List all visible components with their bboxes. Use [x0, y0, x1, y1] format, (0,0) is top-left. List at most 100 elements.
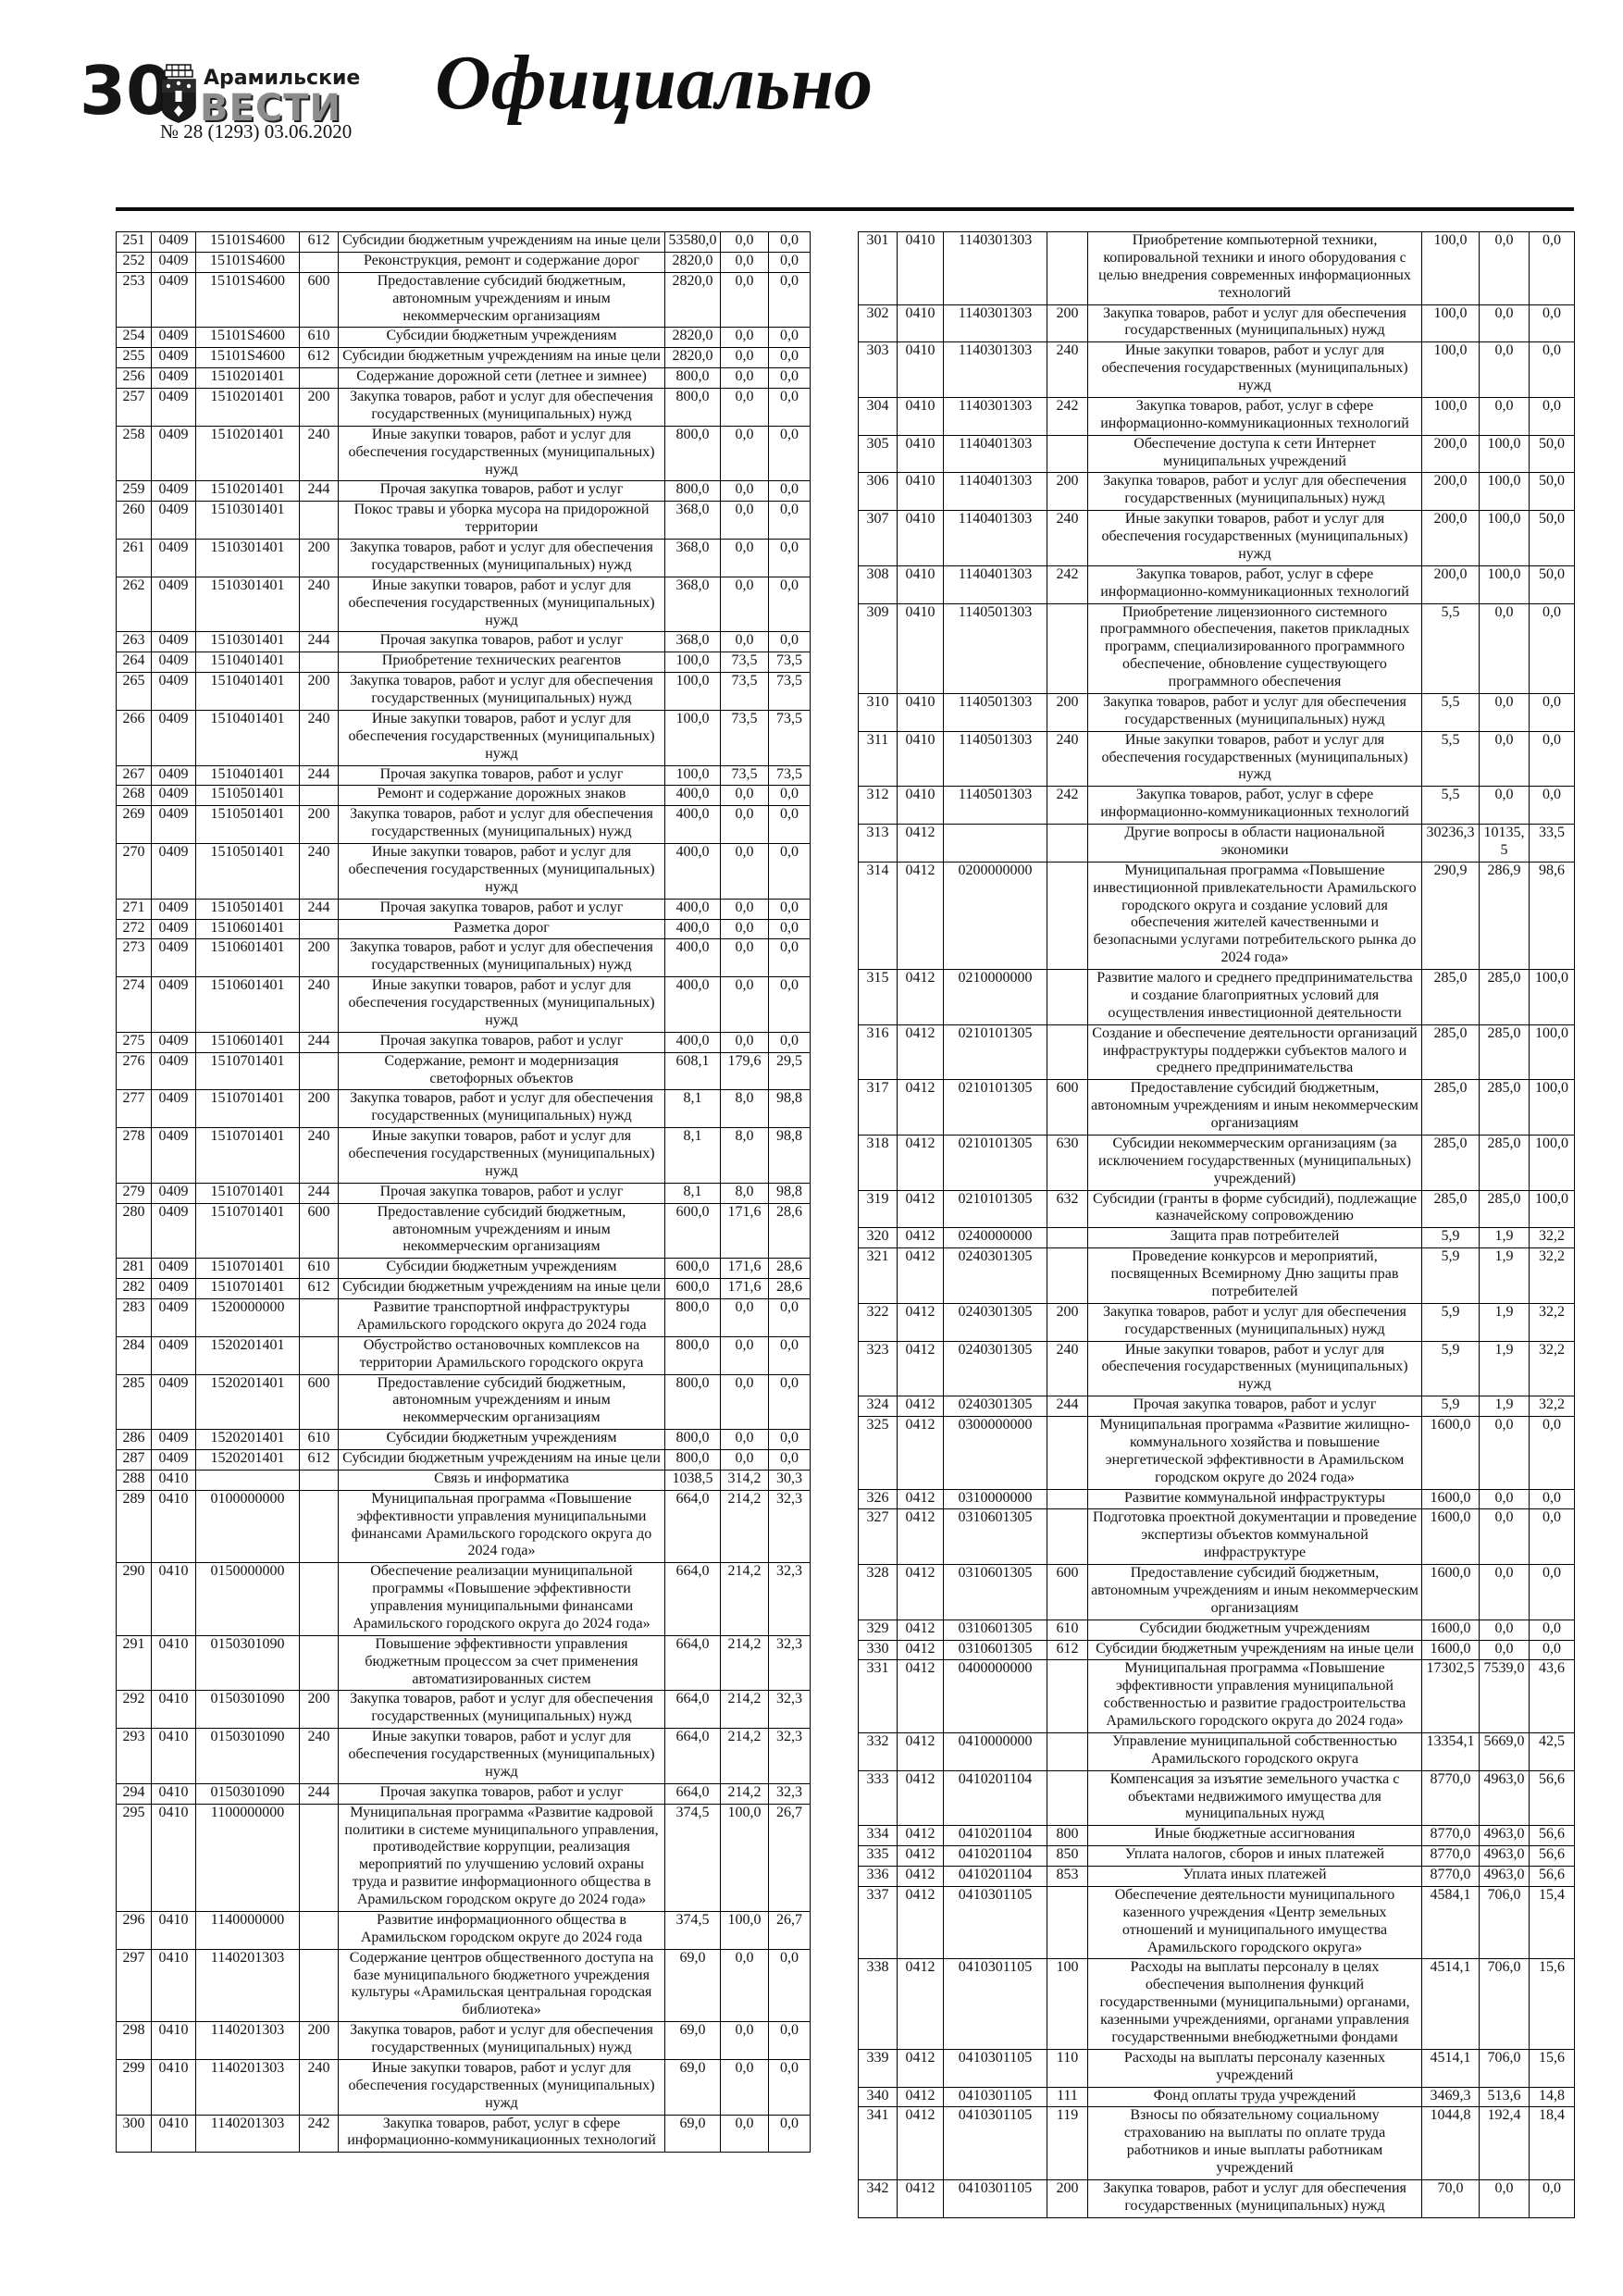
- masthead-title-bottom: ВЕСТИ: [200, 87, 341, 130]
- table-row: 271 0409 1510501401 244 Прочая закупка товар…: [116, 898, 811, 920]
- table-row: 307 0410 1140401303 240 Иные закупки товаров…: [858, 510, 1575, 566]
- table-row: 259 0409 1510201401 244 Прочая закупка товар…: [116, 480, 811, 503]
- table-row: 305 0410 1140401303 Обеспечение доступа к с…: [858, 434, 1575, 474]
- budget-table-right-container: 301 0410 1140301303 Приобретение компьютерн…: [858, 231, 1575, 2218]
- table-row: 289 0410 0100000000 Муниципальная программа…: [116, 1489, 811, 1564]
- table-row: 285 0409 1520201401 600 Предоставление субси…: [116, 1373, 811, 1431]
- table-row: 323 0412 0240301305 240 Иные закупки товаров…: [858, 1340, 1575, 1397]
- table-row: 263 0409 1510301401 244 Прочая закупка товар…: [116, 631, 811, 653]
- table-row: 329 0412 0310601305 610 Субсидии бюджетным у…: [858, 1619, 1575, 1641]
- table-row: 282 0409 1510701401 612 Субсидии бюджетным у…: [116, 1278, 811, 1299]
- table-row: 316 0412 0210101305 Создание и обеспечение …: [858, 1024, 1575, 1081]
- table-row: 334 0412 0410201104 800 Иные бюджетные ассиг…: [858, 1825, 1575, 1847]
- table-row: 325 0412 0300000000 Муниципальная программа…: [858, 1416, 1575, 1490]
- budget-table-left: 251 0409 15101S4600 612 Субсидии бюджетным у…: [116, 231, 811, 2153]
- table-row: 294 0410 0150301090 244 Прочая закупка товар…: [116, 1782, 811, 1805]
- table-row: 292 0410 0150301090 200 Закупка товаров, раб…: [116, 1690, 811, 1730]
- header-rule: [116, 207, 1574, 211]
- table-row: 253 0409 15101S4600 600 Предоставление субси…: [116, 271, 811, 329]
- table-row: 265 0409 1510401401 200 Закупка товаров, раб…: [116, 672, 811, 711]
- table-row: 311 0410 1140501303 240 Иные закупки товаров…: [858, 730, 1575, 788]
- table-row: 299 0410 1140201303 240 Иные закупки товаров…: [116, 2058, 811, 2116]
- table-row: 279 0409 1510701401 244 Прочая закупка товар…: [116, 1182, 811, 1204]
- table-row: 308 0410 1140401303 242 Закупка товаров, раб…: [858, 565, 1575, 604]
- table-row: 310 0410 1140501303 200 Закупка товаров, раб…: [858, 692, 1575, 732]
- table-row: 320 0412 0240000000 Защита прав потребителе…: [858, 1227, 1575, 1249]
- table-row: 293 0410 0150301090 240 Иные закупки товаров…: [116, 1728, 811, 1784]
- page-number: 30: [80, 52, 173, 130]
- table-row: 270 0409 1510501401 240 Иные закупки товаров…: [116, 843, 811, 900]
- table-row: 337 0412 0410301105 Обеспечение деятельност…: [858, 1885, 1575, 1960]
- table-row: 322 0412 0240301305 200 Закупка товаров, раб…: [858, 1302, 1575, 1342]
- table-row: 336 0412 0410201104 853 Уплата иных платежей…: [858, 1866, 1575, 1887]
- table-row: 315 0412 0210000000 Развитие малого и средн…: [858, 969, 1575, 1025]
- table-row: 306 0410 1140401303 200 Закупка товаров, раб…: [858, 472, 1575, 512]
- table-row: 269 0409 1510501401 200 Закупка товаров, раб…: [116, 805, 811, 844]
- table-row: 341 0412 0410301105 119 Взносы по обязательн…: [858, 2106, 1575, 2180]
- table-row: 277 0409 1510701401 200 Закупка товаров, раб…: [116, 1089, 811, 1129]
- table-row: 321 0412 0240301305 Проведение конкурсов и …: [858, 1247, 1575, 1304]
- table-row: 339 0412 0410301105 110 Расходы на выплаты п…: [858, 2048, 1575, 2088]
- table-row: 304 0410 1140301303 242 Закупка товаров, раб…: [858, 396, 1575, 436]
- table-row: 276 0409 1510701401 Содержание, ремонт и мо…: [116, 1051, 811, 1091]
- table-row: 338 0412 0410301105 100 Расходы на выплаты п…: [858, 1958, 1575, 2050]
- table-row: 274 0409 1510601401 240 Иные закупки товаров…: [116, 976, 811, 1033]
- table-row: 333 0412 0410201104 Компенсация за изъятие …: [858, 1769, 1575, 1827]
- table-row: 340 0412 0410301105 111 Фонд оплаты труда уч…: [858, 2086, 1575, 2108]
- table-row: 273 0409 1510601401 200 Закупка товаров, раб…: [116, 938, 811, 978]
- table-row: 260 0409 1510301401 Покос травы и уборка му…: [116, 501, 811, 540]
- table-row: 318 0412 0210101305 630 Субсидии некоммерчес…: [858, 1134, 1575, 1191]
- table-row: 266 0409 1510401401 240 Иные закупки товаров…: [116, 709, 811, 766]
- table-row: 324 0412 0240301305 244 Прочая закупка товар…: [858, 1396, 1575, 1417]
- table-row: 264 0409 1510401401 Приобретение технически…: [116, 652, 811, 674]
- table-row: 288 0410 Связь и информатика 1038,5 314,2 30,…: [116, 1469, 811, 1491]
- table-row: 286 0409 1520201401 610 Субсидии бюджетным у…: [116, 1429, 811, 1450]
- table-row: 290 0410 0150000000 Обеспечение реализации …: [116, 1562, 811, 1636]
- table-row: 251 0409 15101S4600 612 Субсидии бюджетным у…: [116, 231, 811, 253]
- table-row: 278 0409 1510701401 240 Иные закупки товаров…: [116, 1127, 811, 1184]
- table-row: 314 0412 0200000000 Муниципальная программа…: [858, 861, 1575, 971]
- table-row: 254 0409 15101S4600 610 Субсидии бюджетным у…: [116, 327, 811, 349]
- table-row: 297 0410 1140201303 Содержание центров обще…: [116, 1948, 811, 2023]
- table-row: 257 0409 1510201401 200 Закупка товаров, раб…: [116, 388, 811, 427]
- table-row: 287 0409 1520201401 612 Субсидии бюджетным у…: [116, 1449, 811, 1471]
- table-row: 256 0409 1510201401 Содержание дорожной сет…: [116, 367, 811, 389]
- table-row: 326 0412 0310000000 Развитие коммунальной и…: [858, 1488, 1575, 1510]
- table-row: 252 0409 15101S4600 Реконструкция, ремонт и…: [116, 251, 811, 273]
- table-row: 302 0410 1140301303 200 Закупка товаров, раб…: [858, 304, 1575, 343]
- table-row: 295 0410 1100000000 Муниципальная программа…: [116, 1803, 811, 1912]
- table-row: 303 0410 1140301303 240 Иные закупки товаров…: [858, 341, 1575, 398]
- table-row: 301 0410 1140301303 Приобретение компьютерн…: [858, 231, 1575, 305]
- table-row: 335 0412 0410201104 850 Уплата налогов, сбор…: [858, 1845, 1575, 1867]
- table-row: 281 0409 1510701401 610 Субсидии бюджетным у…: [116, 1258, 811, 1280]
- issue-line: № 28 (1293) 03.06.2020: [160, 120, 353, 143]
- table-row: 296 0410 1140000000 Развитие информационног…: [116, 1910, 811, 1950]
- table-row: 268 0409 1510501401 Ремонт и содержание дор…: [116, 785, 811, 807]
- table-row: 284 0409 1520201401 Обустройство остановочн…: [116, 1335, 811, 1375]
- masthead-title-top: Арамильские: [204, 67, 361, 90]
- table-row: 313 0412 Другие вопросы в области национал…: [858, 824, 1575, 863]
- table-row: 327 0412 0310601305 Подготовка проектной до…: [858, 1508, 1575, 1565]
- table-row: 328 0412 0310601305 600 Предоставление субси…: [858, 1564, 1575, 1620]
- table-row: 300 0410 1140201303 242 Закупка товаров, раб…: [116, 2114, 811, 2153]
- table-row: 272 0409 1510601401 Разметка дорог 400,0 0,0 0…: [116, 918, 811, 940]
- table-row: 283 0409 1520000000 Развитие транспортной и…: [116, 1298, 811, 1337]
- table-row: 331 0412 0400000000 Муниципальная программа…: [858, 1659, 1575, 1733]
- budget-table-right: 301 0410 1140301303 Приобретение компьютерн…: [858, 231, 1575, 2218]
- table-row: 330 0412 0310601305 612 Субсидии бюджетным у…: [858, 1639, 1575, 1661]
- table-row: 261 0409 1510301401 200 Закупка товаров, раб…: [116, 539, 811, 577]
- table-row: 298 0410 1140201303 200 Закупка товаров, раб…: [116, 2021, 811, 2060]
- table-row: 280 0409 1510701401 600 Предоставление субси…: [116, 1202, 811, 1260]
- table-row: 262 0409 1510301401 240 Иные закупки товаров…: [116, 576, 811, 633]
- table-row: 332 0412 0410000000 Управление муниципально…: [858, 1731, 1575, 1771]
- table-row: 258 0409 1510201401 240 Иные закупки товаров…: [116, 425, 811, 482]
- budget-table-left-container: 251 0409 15101S4600 612 Субсидии бюджетным у…: [116, 231, 811, 2153]
- crest-icon: [161, 64, 196, 123]
- table-row: 319 0412 0210101305 632 Субсидии (гранты в ф…: [858, 1189, 1575, 1229]
- section-title: Официально: [435, 40, 873, 126]
- table-row: 309 0410 1140501303 Приобретение лицензионн…: [858, 602, 1575, 694]
- table-row: 291 0410 0150301090 Повышение эффективности…: [116, 1634, 811, 1692]
- table-row: 342 0412 0410301105 200 Закупка товаров, раб…: [858, 2178, 1575, 2218]
- table-row: 312 0410 1140501303 242 Закупка товаров, раб…: [858, 786, 1575, 825]
